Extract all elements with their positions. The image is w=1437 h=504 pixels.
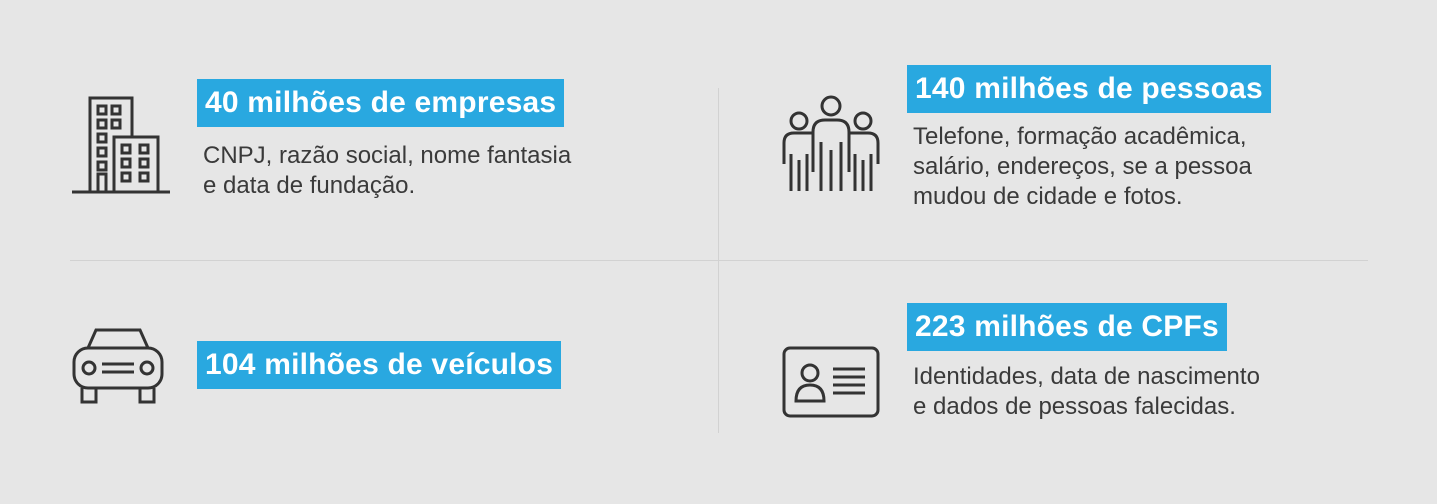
- description-pessoas: Telefone, formação acadêmica, salário, e…: [913, 122, 1252, 212]
- headline-cpfs: 223 milhões de CPFs: [907, 303, 1227, 351]
- description-line: Telefone, formação acadêmica,: [913, 123, 1247, 150]
- headline-veiculos: 104 milhões de veículos: [197, 341, 562, 389]
- description-line: Identidades, data de nascimento: [913, 363, 1260, 390]
- horizontal-divider: [70, 260, 1368, 261]
- description-empresas: CNPJ, razão social, nome fantasia e data…: [203, 141, 571, 201]
- description-line: mudou de cidade e fotos.: [913, 183, 1183, 210]
- headline-empresas: 40 milhões de empresas: [197, 79, 565, 127]
- id-card-icon: [781, 345, 881, 419]
- people-icon: [780, 94, 882, 194]
- description-line: e data de fundação.: [203, 172, 416, 199]
- description-line: CNPJ, razão social, nome fantasia: [203, 142, 572, 169]
- description-line: e dados de pessoas falecidas.: [913, 393, 1236, 420]
- description-cpfs: Identidades, data de nascimento e dados …: [913, 362, 1260, 422]
- building-icon: [70, 95, 172, 195]
- headline-pessoas: 140 milhões de pessoas: [907, 65, 1271, 113]
- car-icon: [70, 326, 166, 408]
- description-line: salário, endereços, se a pessoa: [913, 153, 1252, 180]
